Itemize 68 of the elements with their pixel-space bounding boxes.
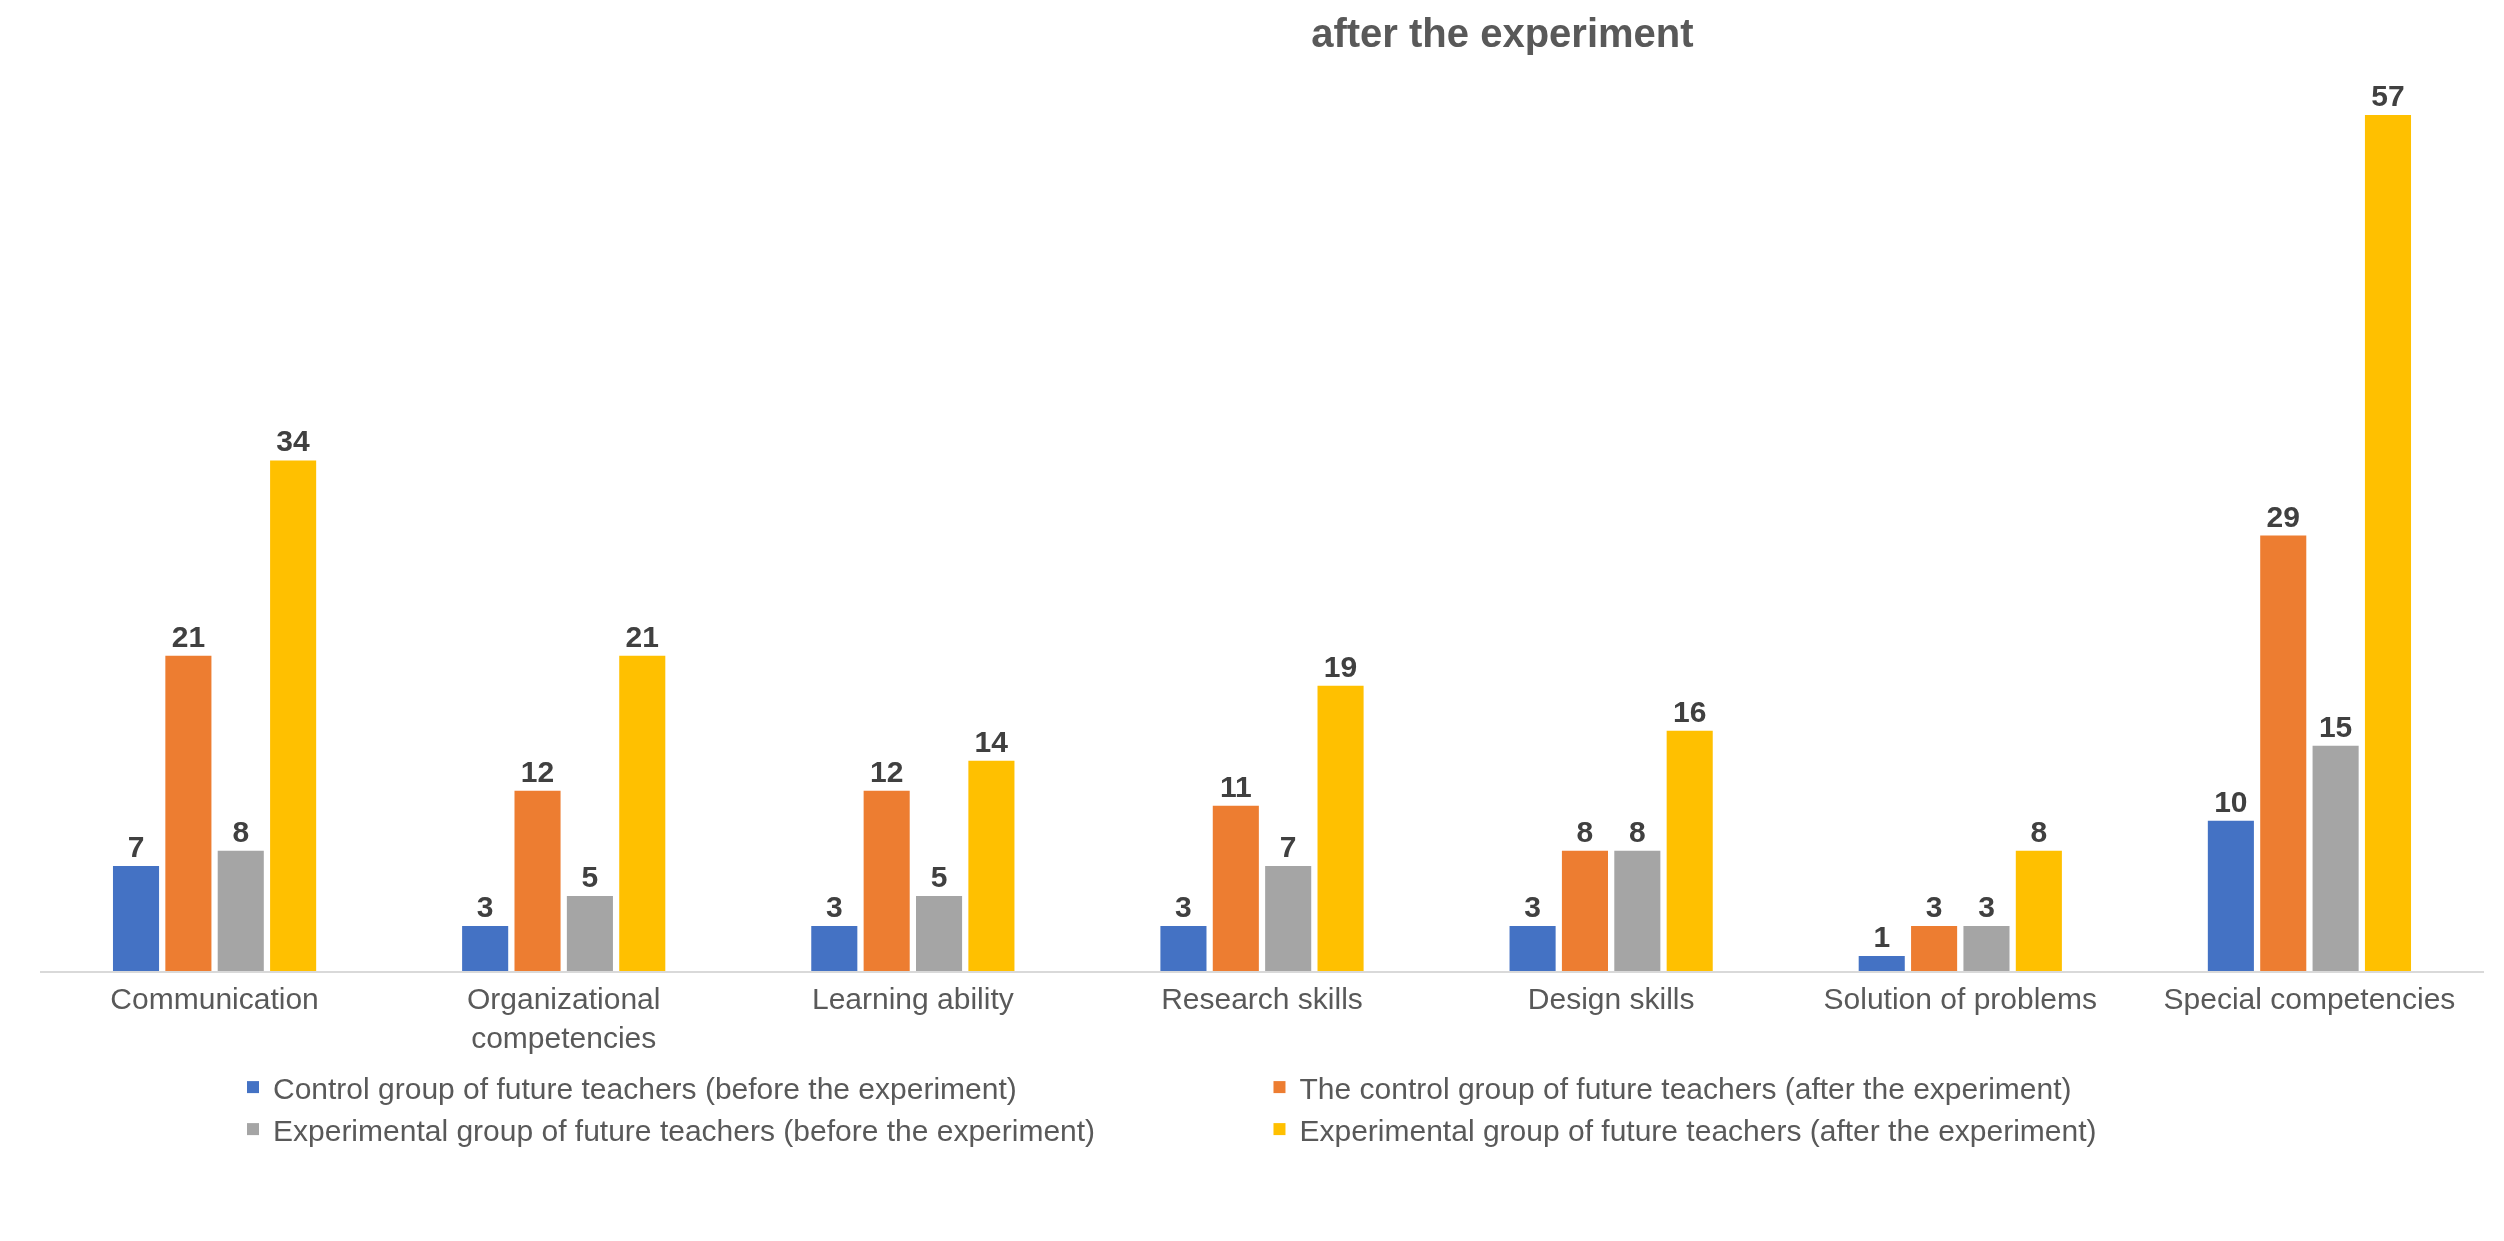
x-tick-label: Communication	[110, 982, 319, 1015]
bar	[514, 790, 561, 971]
bar	[968, 760, 1015, 971]
data-label: 8	[1628, 814, 1646, 848]
x-tick-label: Special competencies	[2163, 982, 2456, 1015]
data-label: 8	[2030, 814, 2048, 848]
data-label: 16	[1673, 694, 1707, 728]
data-label: 7	[127, 829, 145, 863]
data-label: 3	[1524, 889, 1541, 923]
data-label: 3	[825, 889, 843, 923]
data-label: 5	[930, 859, 948, 893]
bar	[1858, 955, 1905, 971]
bar	[270, 460, 317, 971]
bar	[1561, 850, 1608, 971]
bar	[1317, 685, 1364, 971]
bar	[1509, 925, 1556, 971]
data-label: 10	[2214, 784, 2248, 818]
data-label: 8	[1576, 814, 1594, 848]
legend-label: Experimental group of future teachers (before the experiment)	[273, 1113, 1096, 1147]
bar	[1265, 865, 1312, 971]
data-label: 29	[2266, 499, 2300, 533]
data-label: 5	[581, 859, 599, 893]
bar	[217, 850, 264, 971]
data-label: 19	[1323, 649, 1358, 683]
bar	[462, 925, 509, 971]
legend-label: Control group of future teachers (before the experiment)	[273, 1071, 1017, 1105]
data-label: 21	[171, 619, 206, 653]
bar	[2364, 115, 2412, 971]
bar	[916, 895, 963, 971]
bar	[1963, 925, 2010, 971]
legend-label: The control group of future teachers (after the experiment)	[1299, 1071, 2072, 1105]
data-label: 21	[625, 619, 659, 653]
data-label: 8	[232, 814, 250, 848]
data-label: 7	[1279, 829, 1297, 863]
bar	[1666, 730, 1713, 971]
bar	[2207, 820, 2254, 971]
data-label: 3	[1925, 889, 1943, 923]
x-tick-label: Solution of problems	[1823, 982, 2098, 1015]
bar	[863, 790, 910, 971]
bar	[112, 865, 160, 971]
data-label: 3	[476, 889, 494, 923]
data-label: 3	[1175, 889, 1192, 923]
bar	[165, 655, 212, 971]
data-label: 12	[520, 754, 555, 788]
bar	[619, 655, 666, 971]
bar	[1160, 925, 1207, 971]
data-label: 57	[2371, 79, 2405, 113]
legend-label: Experimental group of future teachers (after the experiment)	[1299, 1113, 2097, 1147]
bar	[811, 925, 858, 971]
data-label: 11	[1219, 769, 1252, 803]
x-tick-label: Design skills	[1527, 982, 1695, 1015]
x-tick-label: Research skills	[1161, 982, 1363, 1015]
bar	[566, 895, 613, 971]
data-label: 12	[869, 754, 904, 788]
bar	[2312, 745, 2359, 971]
x-tick-label: Learning ability	[811, 982, 1014, 1015]
data-label: 15	[2318, 709, 2353, 743]
bar	[1212, 805, 1259, 971]
bar	[2260, 535, 2307, 971]
data-label: 34	[276, 424, 310, 458]
bar	[1614, 850, 1661, 971]
data-label: 1	[1873, 919, 1891, 953]
data-label: 3	[1978, 889, 1995, 923]
bar	[1911, 925, 1958, 971]
bar	[2015, 850, 2062, 971]
data-label: 14	[974, 724, 1009, 758]
x-tick-label: Organizational competencies	[466, 982, 661, 1054]
chart-title: after the experiment	[1311, 10, 1694, 55]
